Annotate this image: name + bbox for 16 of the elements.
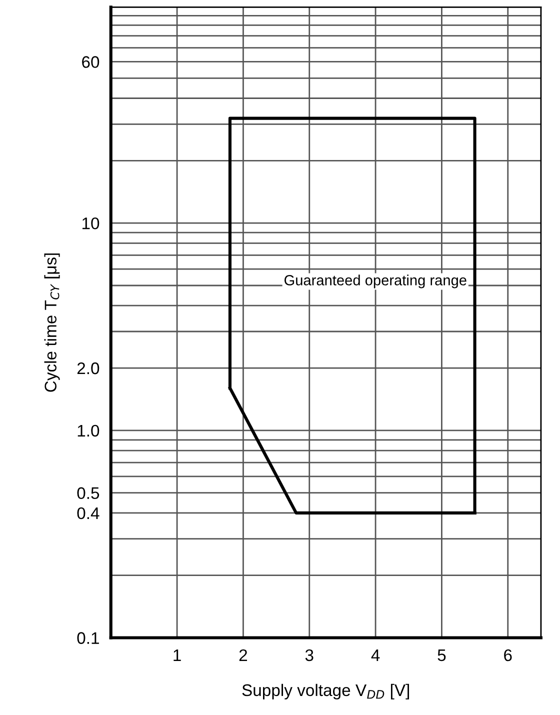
x-tick-label: 5 bbox=[438, 650, 446, 662]
y-tick-label: 10 bbox=[82, 217, 100, 230]
x-axis-title: Supply voltage V$_{DD}$ [V] bbox=[242, 684, 409, 700]
y-axis-title: Cycle time T$_{CY}$ [μs] bbox=[44, 254, 60, 392]
x-tick-label: 1 bbox=[174, 650, 181, 661]
y-tick-label: 60 bbox=[82, 56, 100, 68]
x-tick-label: 3 bbox=[305, 649, 314, 662]
annotation: Guaranteed operating range bbox=[284, 274, 466, 288]
y-tick-label: 1.0 bbox=[78, 424, 100, 437]
x-tick-label: 4 bbox=[371, 650, 380, 661]
x-tick-label: 6 bbox=[504, 649, 512, 662]
y-tick-label: 0.1 bbox=[77, 632, 99, 644]
x-tick-label: 2 bbox=[239, 649, 248, 661]
y-tick-label: 0.5 bbox=[77, 487, 100, 500]
y-tick-label: 2.0 bbox=[77, 362, 100, 374]
y-tick-label: 0.4 bbox=[77, 507, 100, 520]
